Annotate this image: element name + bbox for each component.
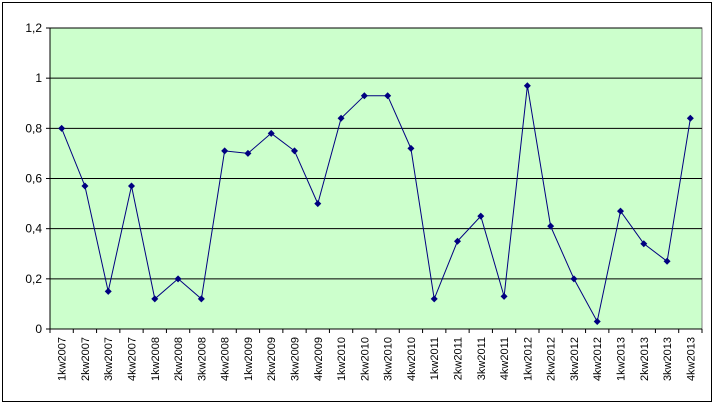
data-point xyxy=(640,240,648,248)
y-tick-label: 0,8 xyxy=(25,121,42,135)
data-point xyxy=(244,149,252,157)
x-tick-label: 3kw2011 xyxy=(476,337,488,380)
data-point xyxy=(454,237,461,245)
data-point xyxy=(593,317,601,325)
x-tick-label: 3kw2007 xyxy=(103,337,115,381)
x-tick-label: 1kw2008 xyxy=(150,337,162,381)
y-tick-label: 0,6 xyxy=(25,172,42,186)
data-point xyxy=(337,114,345,122)
data-point xyxy=(663,257,671,265)
x-tick-label: 3kw2008 xyxy=(196,337,208,381)
x-tick-label: 1kw2010 xyxy=(336,337,348,381)
y-tick-label: 1,2 xyxy=(25,21,42,35)
x-tick-label: 2kw2010 xyxy=(359,337,371,381)
x-tick-label: 2kw2011 xyxy=(453,337,465,380)
data-point xyxy=(267,129,275,137)
data-point xyxy=(384,92,392,100)
series-line xyxy=(61,85,691,323)
data-point xyxy=(477,212,485,220)
x-axis-ticks: 1kw2007 2kw2007 3kw2007 4kw2007 1kw2008 2kw20… xyxy=(49,329,703,381)
x-tick-label: 4kw2009 xyxy=(313,337,325,381)
x-tick-label: 4kw2013 xyxy=(685,337,697,381)
data-point xyxy=(221,147,229,155)
data-point xyxy=(430,295,438,303)
data-point xyxy=(360,92,368,100)
x-tick-label: 2kw2009 xyxy=(266,337,278,381)
data-point xyxy=(314,200,322,208)
x-tick-label: 3kw2013 xyxy=(662,337,674,381)
gridlines xyxy=(50,27,702,280)
x-tick-label: 3kw2009 xyxy=(290,337,302,381)
x-tick-label: 4kw2007 xyxy=(127,337,139,381)
data-point xyxy=(104,287,112,295)
x-tick-label: 2kw2008 xyxy=(173,337,185,381)
x-tick-label: 1kw2009 xyxy=(243,337,255,381)
y-tick-label: 0 xyxy=(35,322,42,336)
y-tick-label: 1 xyxy=(35,71,42,85)
data-point xyxy=(197,295,205,303)
x-tick-label: 3kw2010 xyxy=(383,337,395,381)
data-point xyxy=(523,82,531,90)
data-point xyxy=(291,147,298,155)
y-tick-label: 0,4 xyxy=(25,222,42,236)
series-group xyxy=(58,82,694,325)
y-axis-ticks: 0 0,2 0,4 0,6 0,8 1 1,2 xyxy=(25,21,50,336)
x-tick-label: 1kw2011 xyxy=(429,337,441,380)
x-tick-label: 2kw2012 xyxy=(546,337,558,381)
data-point xyxy=(617,207,624,215)
x-tick-label: 2kw2013 xyxy=(639,337,651,381)
data-point xyxy=(570,275,578,283)
x-tick-label: 4kw2010 xyxy=(406,337,418,381)
x-tick-label: 2kw2007 xyxy=(80,337,92,381)
data-point xyxy=(547,222,555,230)
y-tick-label: 0,2 xyxy=(25,272,42,286)
x-tick-label: 1kw2013 xyxy=(616,337,628,381)
data-point xyxy=(174,275,182,283)
x-tick-label: 3kw2012 xyxy=(569,337,581,381)
x-tick-label: 4kw2011 xyxy=(499,337,511,380)
x-tick-label: 4kw2008 xyxy=(220,337,232,381)
x-tick-label: 1kw2012 xyxy=(522,337,534,381)
x-tick-label: 1kw2007 xyxy=(57,337,69,381)
x-tick-label: 4kw2012 xyxy=(592,337,604,381)
data-point xyxy=(81,182,89,190)
data-point xyxy=(500,292,508,300)
data-point xyxy=(686,114,694,122)
data-point xyxy=(407,144,415,152)
data-point xyxy=(58,124,66,132)
data-point xyxy=(151,295,159,303)
data-point xyxy=(128,182,135,190)
